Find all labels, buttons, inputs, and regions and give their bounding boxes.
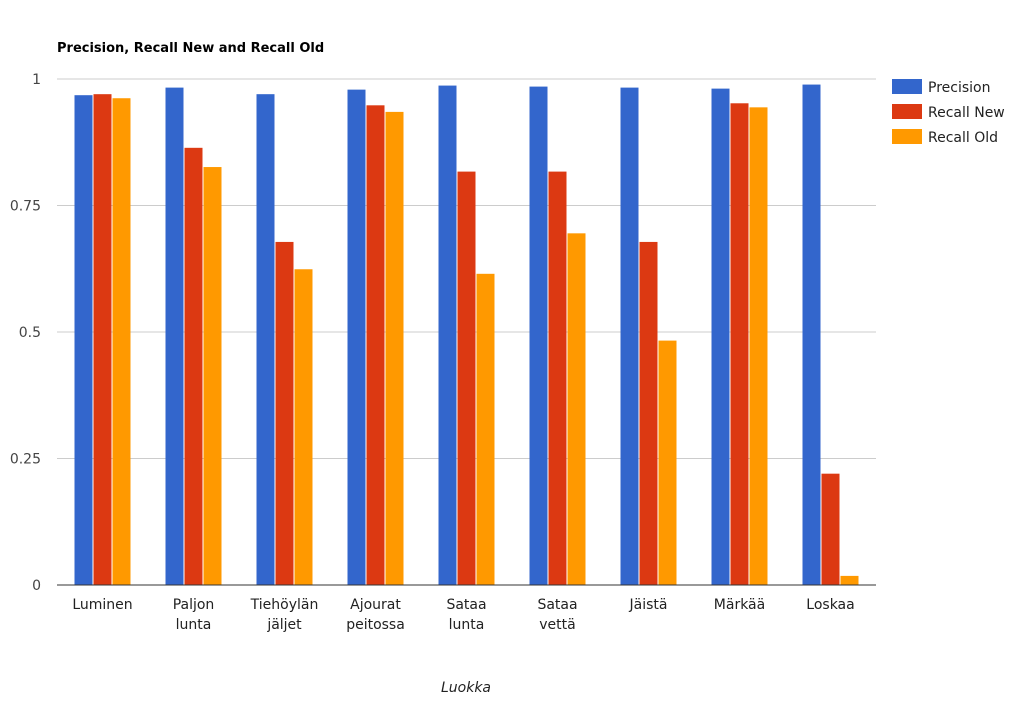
bar-recall-old <box>112 98 131 585</box>
bar-precision <box>438 85 457 585</box>
bar-recall-new <box>821 473 840 585</box>
bar-recall-new <box>548 171 567 585</box>
x-category-label: Loskaa <box>806 597 854 613</box>
legend-swatch <box>892 79 922 94</box>
x-category-label: Sataa <box>537 597 577 613</box>
bar-recall-new <box>275 241 294 585</box>
legend-label: Precision <box>928 80 990 96</box>
x-axis-category-labels: Luminen Paljon lunta Tiehöylän jäljet Ajourat… <box>72 597 854 633</box>
bar-recall-old <box>385 111 404 585</box>
bar-recall-new <box>184 147 203 586</box>
bar-recall-old <box>658 340 677 585</box>
bar-precision <box>620 87 639 586</box>
bar-precision <box>347 89 366 585</box>
bar-recall-new <box>457 171 476 585</box>
bar-recall-old <box>749 107 768 585</box>
bar-precision <box>711 88 730 585</box>
bar-precision <box>529 86 548 585</box>
x-category-label: lunta <box>449 617 485 633</box>
y-tick-label: 0 <box>32 578 41 594</box>
bar-precision <box>165 87 184 586</box>
bar-recall-old <box>476 273 495 585</box>
y-tick-label: 0.25 <box>10 452 41 468</box>
bar-recall-old <box>203 167 222 585</box>
bar-recall-new <box>639 241 658 585</box>
y-tick-label: 0.5 <box>19 325 41 341</box>
bar-precision <box>74 95 93 585</box>
bar-precision <box>802 84 821 585</box>
x-category-label: Jäistä <box>629 597 668 613</box>
bar-recall-new <box>366 105 385 585</box>
x-category-label: Luminen <box>72 597 132 613</box>
y-tick-label: 0.75 <box>10 199 41 215</box>
x-category-label: jäljet <box>266 617 302 633</box>
x-category-label: Märkää <box>714 597 765 613</box>
y-axis-ticks: 0 0.25 0.5 0.75 1 <box>10 72 41 594</box>
x-category-label: Ajourat <box>350 597 401 613</box>
legend-swatch <box>892 129 922 144</box>
bar-recall-old <box>840 575 859 585</box>
bar-recall-old <box>567 233 586 585</box>
x-category-label: peitossa <box>346 617 405 633</box>
x-category-label: Sataa <box>446 597 486 613</box>
legend-label: Recall Old <box>928 130 998 146</box>
x-category-label: lunta <box>176 617 212 633</box>
bar-recall-new <box>93 94 112 586</box>
bar-recall-new <box>730 103 749 586</box>
x-category-label: Tiehöylän <box>250 597 319 613</box>
x-axis-label: Luokka <box>441 680 491 696</box>
bar-precision <box>256 94 275 586</box>
chart-title: Precision, Recall New and Recall Old <box>57 41 324 56</box>
bar-recall-old <box>294 269 313 585</box>
legend-label: Recall New <box>928 105 1005 121</box>
bars <box>74 84 859 586</box>
x-category-label: vettä <box>539 617 575 633</box>
y-tick-label: 1 <box>32 72 41 88</box>
legend: Precision Recall New Recall Old <box>892 79 1005 146</box>
x-category-label: Paljon <box>173 597 215 613</box>
legend-swatch <box>892 104 922 119</box>
